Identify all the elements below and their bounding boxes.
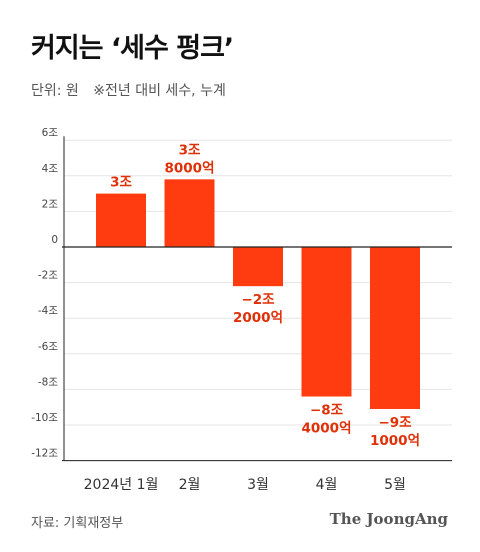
y-tick-label: 2조 [42, 198, 59, 210]
bar-value-label: 3조 [110, 175, 132, 191]
y-tick-label: 6조 [42, 127, 59, 139]
note-label: ※전년 대비 세수, 누계 [93, 83, 226, 99]
bar-value-label: 3조 [179, 142, 201, 158]
unit-label: 단위: 원 [31, 83, 79, 99]
y-tick-label: 0 [51, 234, 58, 246]
source-label: 자료: 기획재정부 [31, 516, 124, 531]
chart-subtitle: 단위: 원 ※전년 대비 세수, 누계 [31, 80, 236, 100]
x-tick-label: 5월 [384, 477, 406, 493]
x-tick-label: 2월 [179, 477, 201, 493]
chart-title: 커지는 ‘세수 펑크’ [31, 33, 234, 64]
x-tick-label: 4월 [316, 477, 338, 493]
bar-value-label: 8000억 [165, 160, 215, 176]
y-tick-label: -6조 [38, 341, 58, 353]
y-tick-label: -12조 [31, 448, 58, 460]
bar-value-label: −8조 [310, 403, 344, 419]
brand-logo: The JoongAng [329, 510, 448, 528]
bar-value-label: 2000억 [233, 310, 283, 326]
x-tick-label: 3월 [247, 477, 269, 493]
bar-value-label: 1000억 [370, 433, 420, 449]
y-tick-label: -2조 [38, 270, 58, 282]
y-tick-label: -4조 [38, 305, 58, 317]
y-tick-label: -10조 [31, 412, 58, 424]
y-tick-label: 4조 [42, 163, 59, 175]
bar-value-label: −2조 [241, 292, 275, 308]
bar [96, 193, 146, 247]
x-tick-label: 2024년 1월 [84, 477, 159, 493]
bar [301, 247, 352, 397]
bar [164, 179, 215, 247]
bar [233, 247, 283, 287]
bar-value-label: 4000억 [302, 421, 352, 437]
bar-value-label: −9조 [378, 415, 412, 431]
y-tick-label: -8조 [38, 376, 58, 388]
bar [370, 247, 420, 409]
